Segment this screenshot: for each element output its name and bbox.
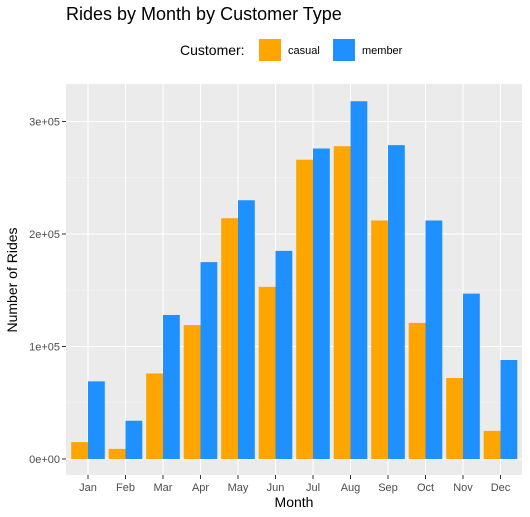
bar-casual-apr [183, 325, 201, 459]
bar-member-jan [88, 381, 105, 459]
x-tick-label-may: May [228, 482, 249, 494]
legend-key-casual [259, 39, 281, 61]
x-tick-label-jun: Jun [267, 482, 285, 494]
bar-member-apr [200, 262, 218, 459]
x-tick-label-jul: Jul [306, 482, 320, 494]
bar-casual-may [221, 218, 238, 459]
y-tick-label: 0e+00 [29, 454, 60, 466]
bar-member-aug [350, 101, 368, 459]
bar-member-feb [125, 420, 143, 459]
y-axis-title: Number of Rides [4, 227, 20, 332]
y-axis: 0e+00 1e+05 2e+05 3e+05 [29, 117, 66, 466]
plot-panel [66, 84, 522, 475]
bar-casual-aug [333, 146, 351, 459]
chart-title: Rides by Month by Customer Type [66, 4, 342, 24]
y-tick-label: 3e+05 [29, 117, 60, 129]
x-tick-label-aug: Aug [341, 482, 361, 494]
y-tick-label: 2e+05 [29, 229, 60, 241]
legend-label-member: member [362, 45, 403, 57]
bar-casual-jun [258, 286, 276, 459]
x-tick-label-jan: Jan [79, 482, 97, 494]
bar-casual-oct [408, 322, 426, 459]
legend-key-member [333, 39, 355, 61]
x-tick-label-sep: Sep [378, 482, 398, 494]
x-tick-label-oct: Oct [417, 482, 434, 494]
bar-casual-jul [296, 159, 313, 459]
bar-casual-mar [146, 373, 163, 459]
bar-member-nov [463, 293, 480, 459]
bar-member-dec [500, 360, 518, 459]
x-tick-label-dec: Dec [491, 482, 511, 494]
bar-casual-sep [371, 220, 388, 459]
x-tick-label-feb: Feb [116, 482, 135, 494]
x-tick-label-nov: Nov [453, 482, 473, 494]
x-axis: Jan Feb Mar Apr May Jun Jul Aug Sep Oct Nov Dec [79, 475, 511, 494]
bars [71, 101, 518, 459]
bar-member-sep [388, 145, 405, 459]
bar-casual-dec [483, 430, 501, 459]
bar-member-may [238, 200, 255, 459]
bar-member-jul [313, 148, 330, 459]
bar-casual-nov [446, 378, 463, 459]
y-tick-label: 1e+05 [29, 342, 60, 354]
x-axis-title: Month [275, 494, 314, 510]
legend-label-casual: casual [288, 45, 320, 57]
bar-member-oct [425, 220, 443, 459]
bar-casual-jan [71, 442, 88, 459]
bar-member-jun [275, 250, 293, 459]
bar-member-mar [163, 315, 180, 459]
bar-casual-feb [108, 448, 126, 459]
legend-title: Customer: [180, 42, 245, 58]
legend: Customer: casual member [180, 39, 403, 61]
x-tick-label-mar: Mar [154, 482, 173, 494]
x-tick-label-apr: Apr [192, 482, 209, 494]
